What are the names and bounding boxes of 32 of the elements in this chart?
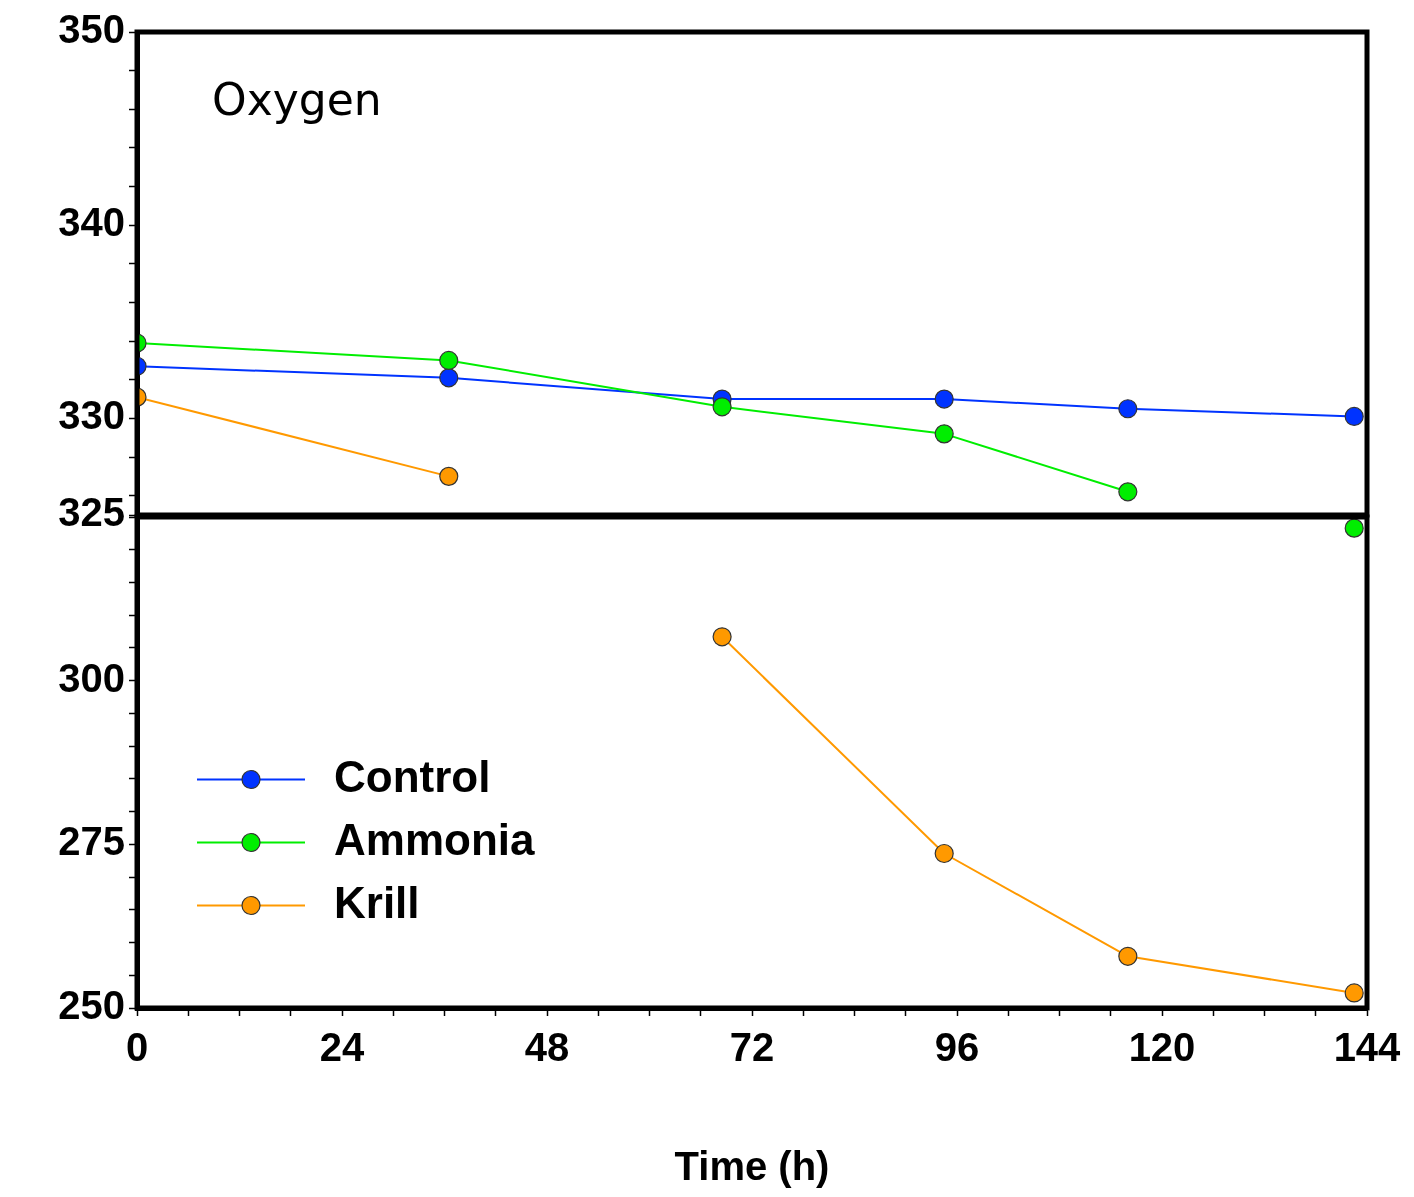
- point: [934, 843, 954, 864]
- y-tick-label: 300: [58, 655, 125, 700]
- y-tick-label: 350: [58, 7, 125, 52]
- annotation: Oxygen: [212, 74, 382, 126]
- point: [1344, 406, 1364, 427]
- point: [1118, 946, 1138, 966]
- x-tick-label: 96: [934, 1025, 980, 1070]
- x-tick-label: 72: [729, 1025, 775, 1070]
- point: [1118, 482, 1138, 502]
- x-tick-label: 48: [524, 1025, 570, 1070]
- legend-label: Ammonia: [334, 814, 535, 864]
- legend-label: Krill: [334, 877, 420, 927]
- point: [1118, 399, 1138, 419]
- legend-label: Control: [334, 751, 491, 801]
- y-tick-label: 330: [58, 393, 125, 438]
- point: [712, 397, 732, 417]
- x-tick-label: 24: [319, 1025, 365, 1070]
- x-tick-label: 0: [125, 1025, 149, 1070]
- point: [934, 424, 954, 444]
- point: [439, 368, 459, 388]
- point: [439, 350, 459, 371]
- x-tick-label: 144: [1333, 1025, 1402, 1070]
- x-axis-title: Time (h): [674, 1144, 830, 1189]
- y-tick-label: 325: [58, 490, 125, 535]
- point: [1344, 518, 1364, 538]
- y-tick-label: 275: [58, 819, 125, 864]
- y-tick-label: 250: [58, 983, 125, 1028]
- x-tick-label: 120: [1128, 1025, 1196, 1070]
- y-tick-label: 340: [58, 200, 125, 245]
- point: [934, 389, 954, 409]
- point: [1344, 983, 1364, 1003]
- point: [712, 627, 732, 647]
